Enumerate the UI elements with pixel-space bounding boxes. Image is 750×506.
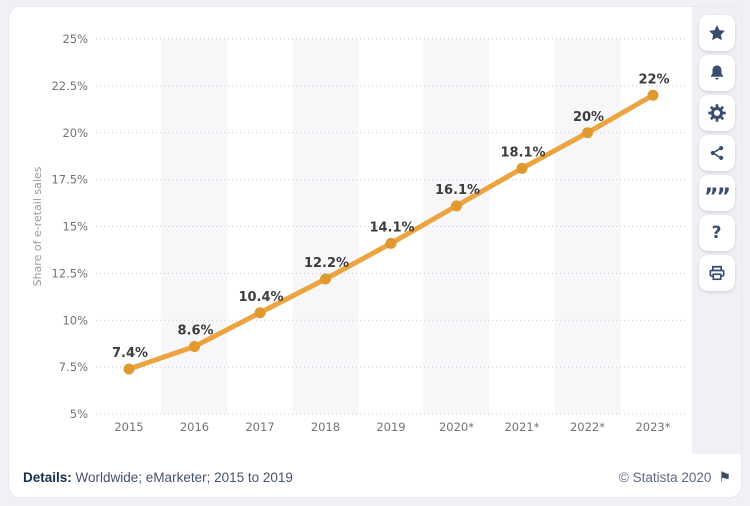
toolbar-button-cite[interactable]: ””	[698, 175, 735, 211]
y-tick-label: 22.5%	[51, 79, 88, 93]
y-tick-label: 7.5%	[59, 360, 88, 374]
data-point-marker	[582, 127, 593, 139]
x-tick-label: 2016	[180, 420, 209, 434]
y-tick-label: 5%	[70, 407, 88, 421]
copyright-text: © Statista 2020	[618, 470, 712, 485]
y-tick-label: 12.5%	[51, 266, 88, 280]
question-icon: ?	[711, 222, 722, 243]
data-point-marker	[123, 363, 135, 375]
alternating-band	[292, 39, 359, 414]
data-point-label: 22%	[638, 72, 669, 87]
x-tick-label: 2023*	[635, 420, 670, 434]
data-point-marker	[189, 341, 200, 352]
bell-icon	[710, 65, 723, 80]
toolbar-button-share[interactable]	[698, 135, 735, 171]
y-tick-label: 20%	[62, 126, 88, 140]
data-point-label: 16.1%	[435, 183, 480, 198]
data-point-label: 10.4%	[238, 290, 283, 305]
toolbar-panel: ””?	[692, 7, 741, 454]
x-tick-label: 2020*	[439, 420, 474, 434]
toolbar-button-settings[interactable]	[698, 95, 735, 131]
data-point-marker	[647, 89, 659, 101]
x-tick-label: 2015	[114, 420, 143, 434]
printer-icon	[709, 265, 724, 281]
y-axis-title: Share of e-retail sales	[31, 166, 44, 286]
chart-area: 25% 22.5% 20% 17.5% 15% 12.5% 10% 7.5% 5% Share o…	[9, 7, 693, 454]
star-icon	[708, 25, 725, 41]
x-tick-label: 2022*	[570, 420, 605, 434]
data-point-marker	[320, 273, 331, 285]
data-point-label: 7.4%	[112, 346, 148, 361]
toolbar-button-favorite[interactable]	[698, 15, 735, 51]
flag-icon[interactable]: ⚑	[718, 469, 731, 486]
copyright: © Statista 2020 ⚑	[619, 470, 731, 486]
data-point-marker	[254, 307, 266, 319]
chart-widget: 25% 22.5% 20% 17.5% 15% 12.5% 10% 7.5% 5% Share o…	[8, 6, 742, 498]
gear-icon	[707, 104, 726, 122]
x-tick-label: 2018	[311, 420, 340, 434]
data-point-marker	[516, 162, 528, 174]
details-label: Details:	[23, 470, 72, 485]
details-text: Details: Worldwide; eMarketer; 2015 to 2…	[23, 470, 293, 485]
share-icon	[710, 146, 723, 160]
x-tick-label: 2019	[376, 420, 405, 434]
y-tick-label: 15%	[62, 220, 88, 234]
quote-icon: ””	[704, 185, 731, 210]
data-point-label: 18.1%	[500, 145, 545, 160]
data-point-label: 8.6%	[177, 324, 213, 339]
toolbar-button-help[interactable]: ?	[698, 215, 735, 251]
x-tick-label: 2021*	[504, 420, 539, 434]
data-point-label: 20%	[573, 110, 604, 125]
data-point-marker	[451, 200, 462, 212]
y-tick-label: 17.5%	[51, 173, 88, 187]
toolbar-button-alerts[interactable]	[698, 55, 735, 91]
y-tick-label: 25%	[62, 32, 88, 46]
y-tick-label: 10%	[62, 313, 88, 327]
alternating-band	[161, 39, 228, 414]
data-point-label: 14.1%	[369, 220, 414, 235]
data-point-label: 12.2%	[304, 256, 349, 271]
x-tick-label: 2017	[245, 420, 274, 434]
alternating-band	[554, 39, 621, 414]
toolbar-button-print[interactable]	[698, 255, 735, 291]
data-point-marker	[385, 237, 397, 249]
chart-canvas: 25% 22.5% 20% 17.5% 15% 12.5% 10% 7.5% 5% Share o…	[31, 32, 686, 434]
details-value: Worldwide; eMarketer; 2015 to 2019	[71, 470, 293, 485]
footer-bar: Details: Worldwide; eMarketer; 2015 to 2…	[9, 454, 741, 497]
